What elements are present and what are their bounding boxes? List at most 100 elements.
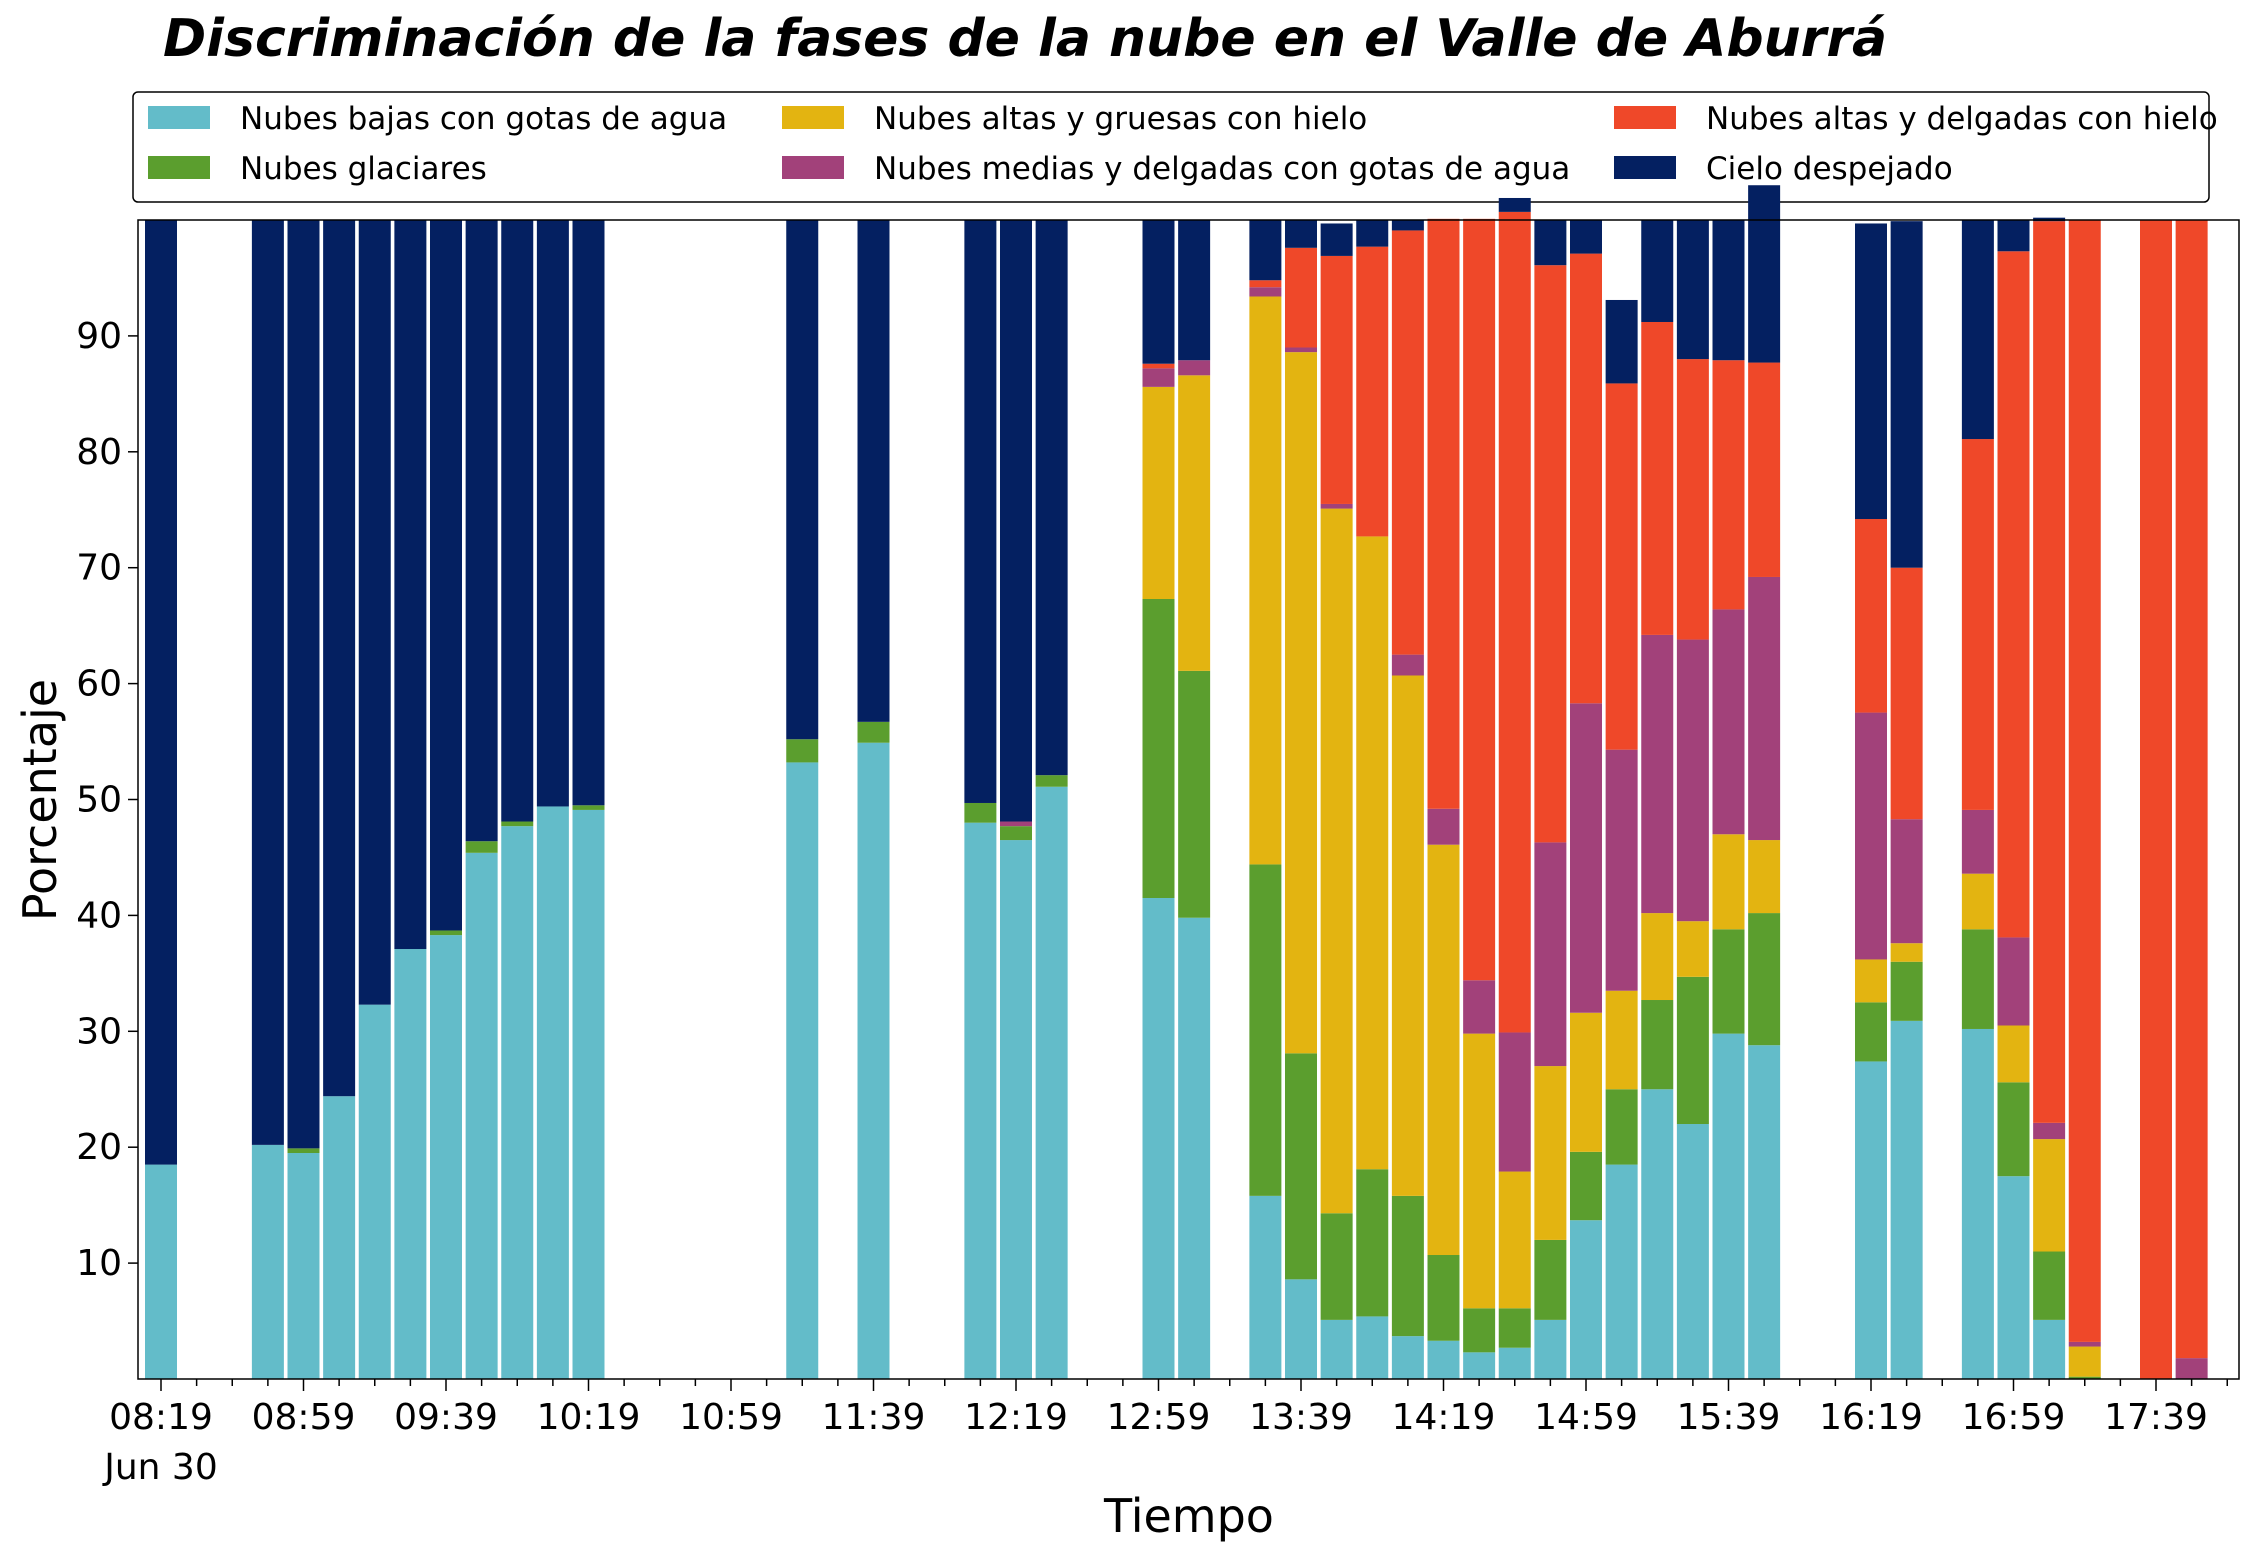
bar-segment: [145, 220, 177, 1165]
bar-segment: [1534, 1066, 1567, 1240]
bar-segment: [1641, 1089, 1674, 1379]
legend: Nubes bajas con gotas de agua Nubes glaci…: [132, 91, 2218, 203]
bar-segment: [1356, 1316, 1389, 1379]
bar-segment: [501, 220, 534, 822]
legend-swatch: [148, 106, 210, 129]
bar-segment: [465, 841, 498, 853]
bar-segment: [857, 721, 890, 743]
bar-segment: [501, 826, 534, 1379]
x-tick-label: 09:39: [394, 1397, 498, 1438]
bar-segment: [1285, 220, 1317, 248]
bar-segment: [1890, 1020, 1923, 1379]
bar-segment: [1961, 220, 1994, 440]
bar-segment: [1534, 265, 1567, 843]
bar-segment: [1178, 360, 1211, 376]
bar-segment: [1641, 321, 1674, 635]
bar-segment: [2068, 1346, 2101, 1377]
bar-segment: [964, 802, 997, 823]
bar-segment: [2175, 1358, 2208, 1379]
bar-segment: [1142, 220, 1175, 364]
bar-segment: [1748, 185, 1781, 363]
legend-label: Nubes medias y delgadas con gotas de agu…: [874, 151, 1570, 187]
bar-segment: [465, 852, 498, 1379]
bar-segment: [1961, 1028, 1994, 1379]
bar-segment: [1178, 375, 1211, 671]
bar-segment: [1712, 1033, 1745, 1379]
bar-segment: [1855, 519, 1887, 713]
bar-segment: [857, 742, 890, 1379]
legend-swatch: [782, 106, 844, 129]
bar-segment: [2033, 221, 2066, 1123]
bar-segment: [394, 949, 427, 1379]
bar-segment: [1000, 840, 1032, 1379]
bar-segment: [1855, 1002, 1887, 1062]
y-axis: 10 20 30 40 50 60 70 80 90: [76, 316, 138, 1284]
y-tick-label: 10: [76, 1243, 122, 1284]
bar-segment: [1712, 220, 1745, 361]
bar-segment: [1391, 1336, 1424, 1379]
bar-segment: [1748, 1045, 1781, 1379]
bar-segment: [1320, 503, 1353, 509]
bar-segment: [287, 220, 320, 1149]
bar-segment: [1570, 253, 1602, 704]
bar-segment: [572, 809, 605, 1379]
bar-segment: [1142, 598, 1175, 899]
bar-segment: [1641, 634, 1674, 914]
legend-label: Nubes altas y delgadas con hielo: [1706, 101, 2218, 137]
bar-segment: [1498, 1171, 1531, 1309]
bar-segment: [1391, 654, 1424, 676]
bar-segment: [1498, 1308, 1531, 1348]
bar-segment: [1463, 1352, 1496, 1379]
bar-segment: [857, 220, 890, 722]
bar-segment: [1890, 819, 1923, 944]
bar-segment: [1427, 844, 1460, 1255]
bar-segment: [1961, 873, 1994, 930]
bar-segment: [1142, 368, 1175, 387]
bar-segment: [394, 220, 427, 950]
bar-segment: [2140, 220, 2172, 1379]
bar-segment: [358, 1004, 391, 1379]
bar-segment: [1534, 220, 1567, 266]
bar-segment: [1890, 221, 1923, 568]
bar-segment: [1605, 299, 1638, 384]
bar-segment: [1748, 576, 1781, 841]
bar-segment: [1676, 639, 1709, 922]
bar-segment: [430, 930, 462, 936]
y-tick-label: 40: [76, 895, 122, 936]
x-axis: 08:19 08:59 09:39 10:19 10:59 11:39 12:19 12:59…: [102, 1379, 2228, 1488]
x-date-label: Jun 30: [102, 1447, 218, 1488]
y-tick-label: 60: [76, 664, 122, 705]
bar-segment: [1748, 840, 1781, 914]
bar-segment: [1641, 220, 1674, 322]
bar-segment: [1605, 1164, 1638, 1379]
bar-segment: [1855, 959, 1887, 1003]
bar-segment: [1249, 296, 1282, 865]
x-tick-label: 17:39: [2104, 1397, 2208, 1438]
bar-segment: [1463, 218, 1496, 981]
bar-segment: [1249, 864, 1282, 1196]
y-tick-label: 80: [76, 432, 122, 473]
bar-segment: [1463, 980, 1496, 1034]
bar-segment: [501, 821, 534, 827]
bar-segment: [1641, 1000, 1674, 1090]
bar-segment: [465, 220, 498, 842]
bar-segment: [1570, 1151, 1602, 1221]
bar-segment: [1498, 1347, 1531, 1379]
bar-segment: [786, 762, 819, 1379]
bar-segment: [1427, 1340, 1460, 1379]
bar-segment: [1712, 609, 1745, 835]
bar-segment: [1997, 251, 2030, 938]
legend-frame: [132, 91, 2210, 203]
bar-segment: [1178, 670, 1211, 918]
bar-segment: [1463, 1308, 1496, 1353]
bar-segment: [1605, 990, 1638, 1090]
x-tick-label: 11:39: [822, 1397, 926, 1438]
bar-segment: [1570, 1012, 1602, 1152]
bar-segment: [1035, 775, 1068, 787]
bar-segment: [1570, 703, 1602, 1013]
bar-segment: [1997, 937, 2030, 1026]
legend-swatch: [148, 156, 210, 179]
bar-segment: [1463, 1033, 1496, 1309]
bar-segment: [1676, 1124, 1709, 1379]
bar-segment: [1676, 976, 1709, 1125]
